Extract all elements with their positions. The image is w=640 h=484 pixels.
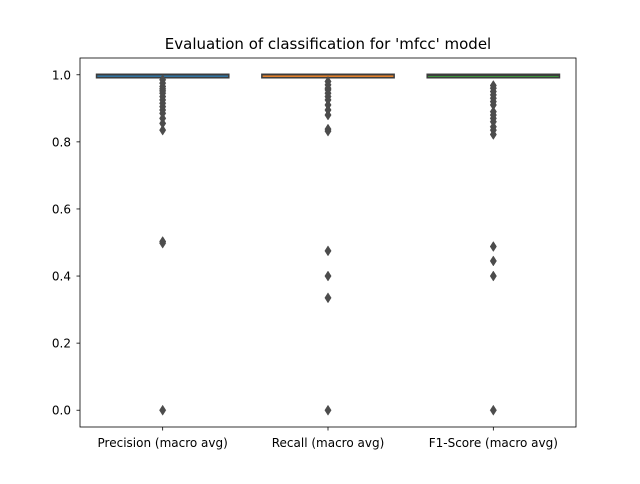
outlier-point bbox=[489, 129, 497, 140]
outlier-point bbox=[489, 255, 497, 267]
outlier-point bbox=[489, 404, 497, 416]
x-tick-label: Precision (macro avg) bbox=[98, 436, 228, 450]
chart-title: Evaluation of classification for 'mfcc' … bbox=[165, 35, 491, 53]
y-tick-label: 0.8 bbox=[52, 135, 71, 149]
y-tick-label: 0.6 bbox=[52, 202, 71, 216]
plot-area bbox=[95, 73, 561, 416]
box-group-2 bbox=[261, 73, 395, 416]
outlier-point bbox=[159, 237, 167, 249]
x-tick-label: Recall (macro avg) bbox=[272, 436, 385, 450]
outlier-point bbox=[159, 404, 167, 416]
y-tick-label: 0.2 bbox=[52, 337, 71, 351]
outlier-point bbox=[324, 404, 332, 416]
axes: 0.0 0.2 0.4 0.6 0.8 1.0 Precision (macro avg) R… bbox=[52, 57, 577, 450]
outlier-point bbox=[489, 241, 497, 252]
outlier-point bbox=[324, 270, 332, 282]
outlier-point bbox=[324, 245, 332, 257]
box-group-3 bbox=[426, 73, 561, 416]
outlier-point bbox=[324, 109, 332, 121]
outlier-point bbox=[489, 270, 497, 282]
y-tick-label: 1.0 bbox=[52, 68, 71, 82]
x-tick-label: F1-Score (macro avg) bbox=[429, 436, 558, 450]
y-tick-label: 0.4 bbox=[52, 270, 71, 284]
outlier-point bbox=[324, 125, 332, 137]
box-group-1 bbox=[95, 73, 230, 416]
y-tick-label: 0.0 bbox=[52, 404, 71, 418]
outlier-point bbox=[159, 124, 167, 136]
outlier-point bbox=[324, 292, 332, 304]
